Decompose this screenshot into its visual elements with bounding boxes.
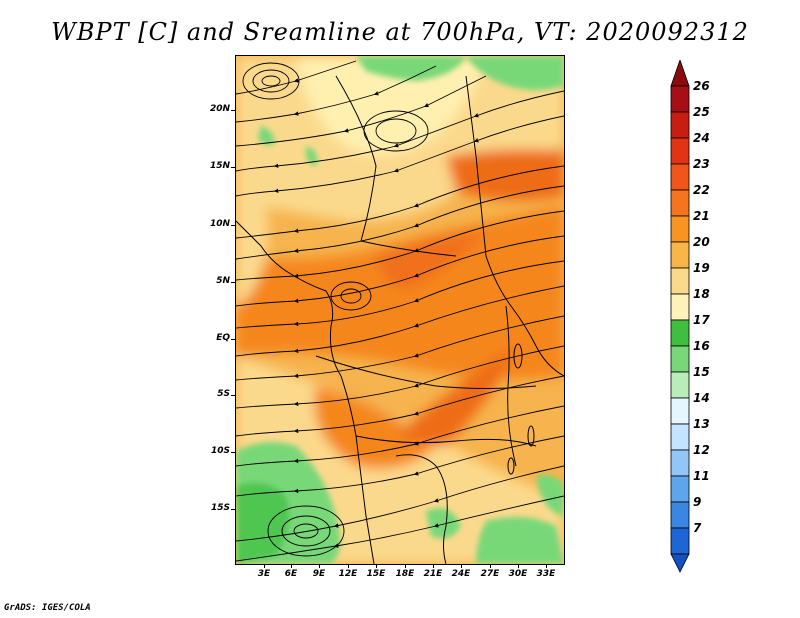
- colorbar-segment: [670, 189, 690, 217]
- colorbar-segment: [670, 163, 690, 191]
- colorbar-segment: [670, 345, 690, 373]
- lat-label: 15N: [209, 161, 230, 171]
- colorbar-label: 11: [693, 469, 710, 483]
- colorbar-label: 13: [693, 417, 710, 431]
- colorbar-segment: [670, 371, 690, 399]
- lon-label: 6E: [284, 569, 298, 579]
- colorbar-segment: [670, 215, 690, 243]
- lon-label: 3E: [257, 569, 271, 579]
- colorbar-label: 9: [693, 495, 702, 509]
- lon-tick: [405, 564, 406, 568]
- colorbar-segment: [670, 111, 690, 139]
- colorbar-label: 22: [693, 183, 710, 197]
- lon-label: 33E: [536, 569, 556, 579]
- lat-label: 10S: [210, 446, 230, 456]
- lon-label: 12E: [338, 569, 358, 579]
- colorbar-label: 17: [693, 313, 710, 327]
- colorbar-segment: [670, 319, 690, 347]
- colorbar-segment: [670, 423, 690, 451]
- colorbar-segment: [670, 85, 690, 113]
- map-plot-area: [235, 55, 565, 565]
- colorbar-segment: [670, 293, 690, 321]
- lon-tick: [433, 564, 434, 568]
- lat-label: 5N: [216, 276, 230, 286]
- map-title: WBPT [C] and Sreamline at 700hPa, VT: 20…: [51, 18, 749, 46]
- colorbar-segment: [670, 501, 690, 529]
- colorbar-label: 20: [693, 235, 710, 249]
- colorbar-cap-top: [670, 60, 690, 87]
- colorbar-label: 25: [693, 105, 710, 119]
- lat-tick: [231, 509, 235, 510]
- colorbar-label: 14: [693, 391, 710, 405]
- colorbar-cap-bottom: [670, 553, 690, 573]
- colorbar-label: 23: [693, 157, 710, 171]
- colorbar-segment: [670, 449, 690, 477]
- colorbar-segment: [670, 475, 690, 503]
- colorbar: [670, 60, 690, 573]
- lat-tick: [231, 110, 235, 111]
- lat-tick: [231, 339, 235, 340]
- colorbar-label: 15: [693, 365, 710, 379]
- lat-label: 20N: [209, 104, 230, 114]
- lon-tick: [490, 564, 491, 568]
- colorbar-label: 21: [693, 209, 710, 223]
- lon-label: 18E: [395, 569, 415, 579]
- lat-label: EQ: [216, 333, 230, 343]
- lon-tick: [348, 564, 349, 568]
- lat-label: 15S: [210, 503, 230, 513]
- colorbar-segment: [670, 397, 690, 425]
- colorbar-segment: [670, 527, 690, 555]
- colorbar-label: 12: [693, 443, 710, 457]
- lon-tick: [319, 564, 320, 568]
- wbpt-field: [236, 56, 564, 564]
- lat-tick: [231, 282, 235, 283]
- lon-tick: [376, 564, 377, 568]
- colorbar-segment: [670, 267, 690, 295]
- lat-tick: [231, 167, 235, 168]
- colorbar-label: 16: [693, 339, 710, 353]
- colorbar-segment: [670, 137, 690, 165]
- colorbar-segment: [670, 241, 690, 269]
- colorbar-label: 18: [693, 287, 710, 301]
- colorbar-label: 19: [693, 261, 710, 275]
- lon-label: 21E: [423, 569, 443, 579]
- lon-tick: [518, 564, 519, 568]
- lon-tick: [546, 564, 547, 568]
- lon-label: 9E: [312, 569, 326, 579]
- lat-tick: [231, 395, 235, 396]
- colorbar-label: 7: [693, 521, 702, 535]
- lon-label: 24E: [451, 569, 471, 579]
- grads-credit: GrADS: IGES/COLA: [4, 603, 91, 613]
- lon-tick: [461, 564, 462, 568]
- lon-label: 30E: [508, 569, 528, 579]
- lon-tick: [291, 564, 292, 568]
- colorbar-label: 26: [693, 79, 710, 93]
- lon-label: 27E: [480, 569, 500, 579]
- colorbar-label: 24: [693, 131, 710, 145]
- lat-tick: [231, 452, 235, 453]
- lat-label: 5S: [217, 389, 230, 399]
- lat-label: 10N: [209, 219, 230, 229]
- lon-tick: [264, 564, 265, 568]
- lat-tick: [231, 225, 235, 226]
- lon-label: 15E: [366, 569, 386, 579]
